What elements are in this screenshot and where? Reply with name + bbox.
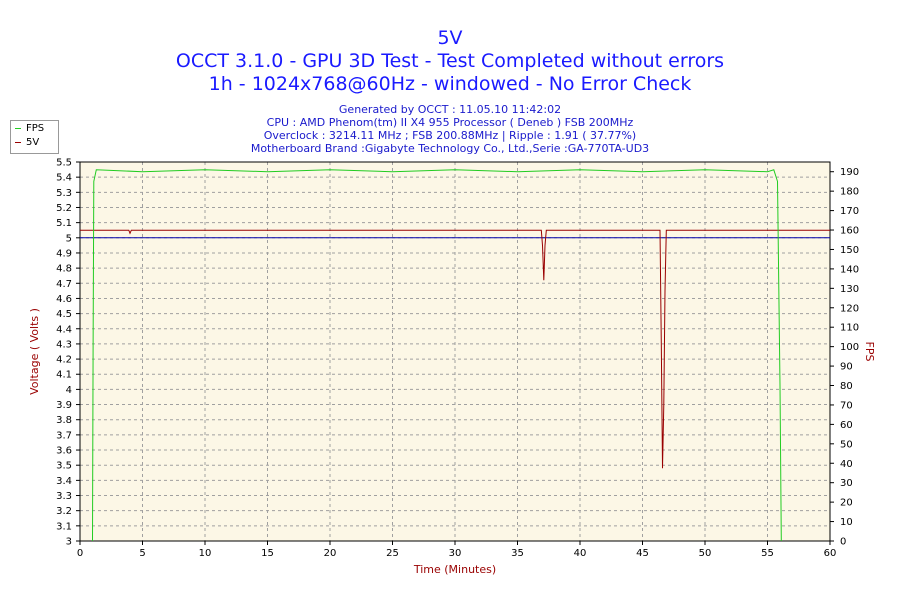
x-tick-label-1: 5 xyxy=(139,548,145,559)
x-tick-label-12: 60 xyxy=(824,548,837,559)
y2-tick-label-18: 180 xyxy=(840,187,859,198)
y-tick-label-13: 4.3 xyxy=(56,339,72,350)
y2-tick-label-5: 50 xyxy=(840,439,853,450)
x-axis-label: Time (Minutes) xyxy=(413,563,496,576)
y-tick-label-2: 3.2 xyxy=(56,506,72,517)
y2-tick-label-2: 20 xyxy=(840,498,853,509)
y-tick-label-9: 3.9 xyxy=(56,400,72,411)
y2-tick-label-12: 120 xyxy=(840,303,859,314)
y-tick-label-16: 4.6 xyxy=(56,294,72,305)
y-tick-label-25: 5.5 xyxy=(56,158,72,169)
y2-axis-label: FPS xyxy=(863,342,876,362)
y-tick-label-0: 3 xyxy=(66,537,72,548)
y-tick-label-11: 4.1 xyxy=(56,370,72,381)
y2-tick-label-7: 70 xyxy=(840,400,853,411)
x-tick-label-5: 25 xyxy=(386,548,399,559)
y2-tick-label-13: 130 xyxy=(840,284,859,295)
y2-tick-label-19: 190 xyxy=(840,167,859,178)
x-tick-label-10: 50 xyxy=(699,548,712,559)
x-tick-label-11: 55 xyxy=(761,548,774,559)
y2-tick-label-10: 100 xyxy=(840,342,859,353)
x-tick-label-0: 0 xyxy=(77,548,83,559)
x-tick-label-9: 45 xyxy=(636,548,649,559)
legend-label-fps: FPS xyxy=(26,123,45,134)
y-tick-label-5: 3.5 xyxy=(56,461,72,472)
y2-tick-label-8: 80 xyxy=(840,381,853,392)
y-axis-label: Voltage ( Volts ) xyxy=(28,308,41,395)
series-line-fps xyxy=(92,169,782,542)
y-tick-label-12: 4.2 xyxy=(56,355,72,366)
y-tick-label-4: 3.4 xyxy=(56,476,72,487)
y-tick-label-18: 4.8 xyxy=(56,264,72,275)
y-tick-label-10: 4 xyxy=(66,385,72,396)
info-overclock: Overclock : 3214.11 MHz ; FSB 200.88MHz … xyxy=(263,129,637,142)
y-tick-label-8: 3.8 xyxy=(56,415,72,426)
y-tick-label-23: 5.3 xyxy=(56,188,72,199)
x-tick-label-8: 40 xyxy=(574,548,587,559)
x-tick-label-2: 10 xyxy=(199,548,212,559)
y2-tick-label-6: 60 xyxy=(840,420,853,431)
y-tick-label-7: 3.7 xyxy=(56,430,72,441)
y-tick-label-17: 4.7 xyxy=(56,279,72,290)
y2-tick-label-17: 170 xyxy=(840,206,859,217)
y-tick-label-3: 3.3 xyxy=(56,491,72,502)
y-tick-label-22: 5.2 xyxy=(56,203,72,214)
legend-item-5v: 5V xyxy=(15,137,39,149)
x-tick-label-4: 20 xyxy=(324,548,337,559)
y-tick-label-21: 5.1 xyxy=(56,218,72,229)
y2-tick-label-16: 160 xyxy=(840,226,859,237)
x-tick-label-7: 35 xyxy=(511,548,524,559)
info-cpu: CPU : AMD Phenom(tm) II X4 955 Processor… xyxy=(266,116,634,129)
y2-tick-label-14: 140 xyxy=(840,264,859,275)
y-tick-label-1: 3.1 xyxy=(56,521,72,532)
y2-tick-label-3: 30 xyxy=(840,478,853,489)
y-tick-label-19: 4.9 xyxy=(56,248,72,259)
y2-tick-label-1: 10 xyxy=(840,517,853,528)
series-line-5v xyxy=(80,229,830,469)
chart-subtitle-mode: 1h - 1024x768@60Hz - windowed - No Error… xyxy=(208,73,692,95)
y2-tick-label-9: 90 xyxy=(840,362,853,373)
info-motherboard: Motherboard Brand :Gigabyte Technology C… xyxy=(250,142,650,155)
y2-tick-label-4: 40 xyxy=(840,459,853,470)
legend-swatch-5v xyxy=(15,141,21,143)
chart-subtitle-test: OCCT 3.1.0 - GPU 3D Test - Test Complete… xyxy=(175,50,725,72)
legend-swatch-fps xyxy=(15,127,21,129)
y-tick-label-14: 4.4 xyxy=(56,324,72,335)
y2-tick-label-11: 110 xyxy=(840,323,859,334)
y2-tick-label-0: 0 xyxy=(840,537,846,548)
y-tick-label-6: 3.6 xyxy=(56,446,72,457)
x-tick-label-6: 30 xyxy=(449,548,462,559)
legend-item-fps: FPS xyxy=(15,123,44,135)
plot-area xyxy=(80,162,830,541)
x-tick-label-3: 15 xyxy=(261,548,274,559)
y2-tick-label-15: 150 xyxy=(840,245,859,256)
info-generated: Generated by OCCT : 11.05.10 11:42:02 xyxy=(338,103,562,116)
chart-title: 5V xyxy=(437,27,463,49)
y-tick-label-15: 4.5 xyxy=(56,309,72,320)
y-tick-label-24: 5.4 xyxy=(56,173,72,184)
y-tick-label-20: 5 xyxy=(66,233,72,244)
legend-label-5v: 5V xyxy=(26,137,40,148)
chart-legend: FPS 5V xyxy=(10,120,59,154)
